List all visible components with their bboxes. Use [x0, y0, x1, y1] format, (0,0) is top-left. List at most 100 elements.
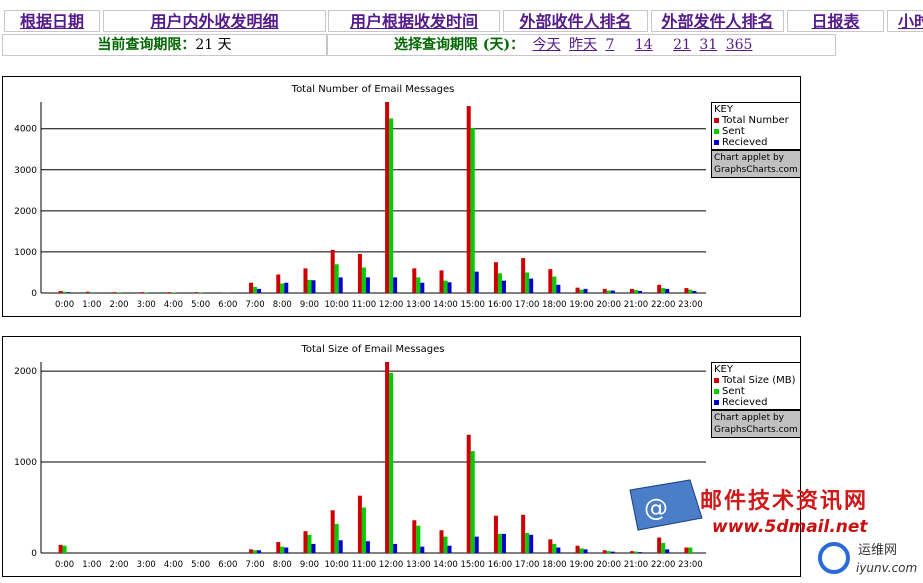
- bar-1: [280, 283, 285, 293]
- chart-legend: KEY Total Size (MB) Sent Recieved: [711, 362, 801, 410]
- bar-0: [466, 106, 471, 293]
- x-tick-label: 11:00: [352, 560, 377, 570]
- nav-by-date[interactable]: 根据日期: [4, 10, 100, 32]
- nav-external-recipients[interactable]: 外部收件人排名: [503, 10, 648, 32]
- bar-0: [521, 258, 526, 293]
- bar-2: [583, 549, 588, 553]
- period-today-link[interactable]: 今天: [532, 37, 561, 53]
- bar-0: [493, 515, 498, 553]
- bar-0: [58, 544, 63, 553]
- period-yesterday-link[interactable]: 昨天: [569, 37, 598, 53]
- select-period-cell: 选择查询期限 (天)： 今天 昨天 7 14 21 31 365: [327, 34, 836, 56]
- bar-1: [171, 292, 176, 293]
- bar-1: [307, 279, 312, 293]
- period-7-link[interactable]: 7: [605, 37, 615, 53]
- x-tick-label: 22:00: [651, 560, 676, 570]
- bar-2: [311, 280, 316, 293]
- bar-1: [688, 547, 693, 553]
- nav-daily-report[interactable]: 日报表: [787, 10, 884, 32]
- x-tick-label: 5:00: [191, 300, 210, 310]
- x-tick-label: 5:00: [191, 560, 210, 570]
- bar-2: [393, 277, 398, 293]
- x-tick-label: 17:00: [515, 560, 540, 570]
- x-tick-label: 16:00: [488, 560, 513, 570]
- bar-2: [529, 534, 534, 553]
- bar-2: [501, 533, 506, 553]
- period-21-link[interactable]: 21: [673, 37, 691, 53]
- legend-item: Sent: [714, 386, 798, 397]
- bar-0: [439, 530, 444, 553]
- bar-0: [113, 292, 118, 293]
- nav-external-senders[interactable]: 外部发件人排名: [651, 10, 784, 32]
- bar-1: [497, 273, 502, 293]
- bar-2: [556, 547, 561, 553]
- chart-title: Total Number of Email Messages: [291, 84, 455, 95]
- watermark-title: 邮件技术资讯网: [700, 489, 868, 514]
- bar-1: [361, 507, 366, 553]
- bar-0: [249, 282, 254, 293]
- bar-1: [661, 288, 666, 293]
- bar-2: [447, 545, 452, 553]
- bar-1: [62, 291, 67, 293]
- site-watermark: @ 邮件技术资讯网 www.5dmail.net 运维网 iyunv.com: [629, 479, 917, 575]
- bar-0: [548, 269, 553, 293]
- bar-2: [610, 551, 615, 553]
- message-count-plot: Total Number of Email Messages 0 1000 2000 3…: [14, 84, 706, 310]
- x-tick-label: 7:00: [246, 300, 265, 310]
- x-tick-label: 21:00: [624, 300, 649, 310]
- bar-1: [89, 292, 94, 293]
- period-31-link[interactable]: 31: [699, 37, 718, 53]
- bar-1: [688, 289, 693, 293]
- bar-1: [552, 543, 557, 553]
- blue-swatch-icon: [714, 139, 719, 145]
- bar-2: [501, 280, 506, 293]
- bar-1: [579, 289, 584, 293]
- bar-1: [253, 286, 258, 293]
- current-period-cell: 当前查询期限：21 天: [2, 34, 327, 56]
- y-tick-label: 4000: [14, 125, 37, 135]
- bar-1: [144, 292, 149, 293]
- bar-0: [466, 434, 471, 553]
- green-swatch-icon: [714, 128, 719, 134]
- x-tick-label: 10:00: [324, 560, 349, 570]
- bar-2: [637, 290, 642, 293]
- chart-message-count: Total Number of Email Messages 0 1000 2000 3…: [2, 76, 801, 317]
- bar-1: [525, 532, 530, 553]
- bar-0: [85, 291, 90, 293]
- x-tick-label: 3:00: [137, 560, 156, 570]
- bar-1: [633, 290, 638, 293]
- bar-1: [606, 551, 611, 553]
- bar-0: [657, 284, 662, 293]
- bar-0: [684, 288, 689, 293]
- bar-1: [633, 551, 638, 553]
- bar-2: [474, 271, 479, 293]
- x-tick-label: 12:00: [379, 300, 404, 310]
- period-14-link[interactable]: 14: [634, 37, 653, 53]
- blue-swatch-icon: [714, 399, 719, 405]
- nav-user-detail[interactable]: 用户内外收发明细: [103, 10, 326, 32]
- y-tick-label: 0: [31, 549, 37, 559]
- bar-1: [606, 290, 611, 293]
- x-tick-label: 19:00: [569, 300, 594, 310]
- bar-2: [365, 277, 370, 293]
- x-tick-label: 14:00: [433, 300, 458, 310]
- x-tick-label: 0:00: [55, 300, 74, 310]
- x-tick-label: 20:00: [597, 300, 622, 310]
- bar-0: [58, 290, 63, 293]
- bar-1: [443, 280, 448, 293]
- x-tick-label: 23:00: [678, 560, 703, 570]
- bar-0: [303, 268, 308, 293]
- x-tick-label: 12:00: [379, 560, 404, 570]
- chart-message-size: Total Size of Email Messages 0 1000 2000 0:0…: [2, 336, 801, 577]
- bar-2: [556, 284, 561, 293]
- watermark-url: www.5dmail.net: [712, 517, 868, 537]
- nav-hourly[interactable]: 小时: [887, 10, 923, 32]
- nav-user-by-time[interactable]: 用户根据收发时间: [328, 10, 500, 32]
- bar-0: [493, 262, 498, 293]
- bar-2: [420, 546, 425, 553]
- applet-credit: Chart applet by GraphsCharts.com: [711, 150, 801, 178]
- period-365-link[interactable]: 365: [725, 37, 753, 53]
- legend-title: KEY: [714, 364, 733, 375]
- x-tick-label: 21:00: [624, 560, 649, 570]
- bar-0: [684, 547, 689, 553]
